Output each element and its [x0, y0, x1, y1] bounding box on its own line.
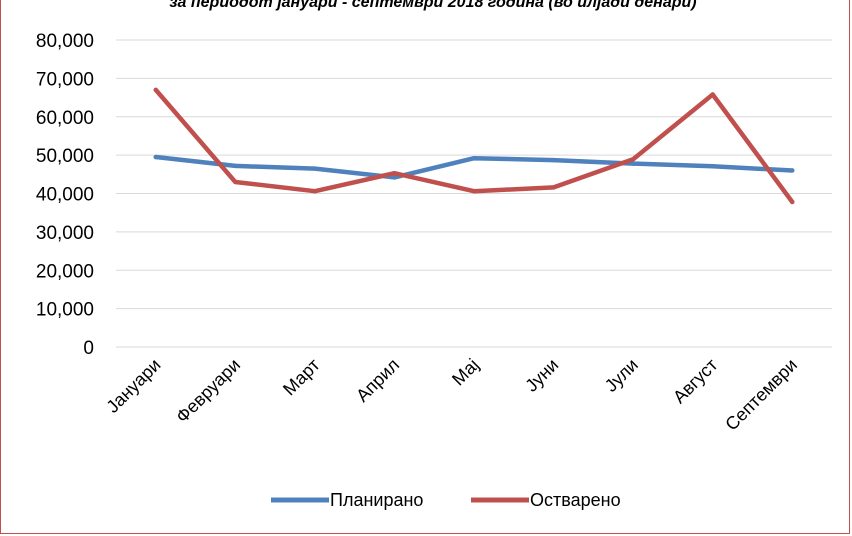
data-point: [471, 188, 477, 194]
data-point: [790, 199, 795, 205]
series-lines: [153, 87, 795, 205]
data-point: [153, 154, 158, 160]
y-tick-label: 50,000: [36, 146, 94, 167]
data-point: [233, 179, 238, 185]
y-tick-label: 40,000: [36, 185, 94, 206]
data-point: [630, 161, 636, 166]
legend-label: Остварено: [530, 490, 621, 510]
y-tick-label: 30,000: [36, 223, 94, 244]
data-point: [312, 188, 318, 194]
y-tick-label: 10,000: [36, 300, 94, 321]
data-point: [392, 175, 397, 180]
chart-title: за периодот јануари - септември 2018 год…: [169, 0, 696, 11]
data-point: [392, 170, 397, 176]
legend-label: Планирано: [330, 490, 423, 510]
x-category-label: Јули: [601, 355, 642, 396]
y-tick-label: 60,000: [36, 108, 94, 129]
series-line: [153, 87, 795, 205]
x-category-label: Март: [279, 355, 324, 400]
gridlines: [116, 39, 832, 348]
x-category-label: Мај: [448, 355, 483, 390]
data-point: [790, 168, 795, 173]
x-category-label: Септември: [721, 355, 801, 435]
legend: Планирано Остварено: [271, 490, 621, 510]
y-tick-label: 70,000: [36, 69, 94, 90]
y-axis-tick-labels: 0 10,000 20,000 30,000 40,000 50,000 60,000 70,…: [36, 31, 94, 359]
y-tick-label: 20,000: [36, 261, 94, 282]
data-point: [312, 166, 318, 171]
x-category-label: Август: [669, 355, 721, 407]
x-category-label: Јуни: [521, 355, 562, 396]
y-tick-label: 0: [83, 338, 94, 359]
x-category-label: Април: [352, 355, 403, 406]
data-point: [233, 163, 238, 169]
data-point: [710, 164, 715, 169]
data-point: [471, 155, 477, 161]
data-point: [153, 87, 158, 93]
x-category-label: Јануари: [103, 355, 165, 417]
y-tick-label: 80,000: [36, 31, 94, 52]
data-point: [710, 92, 715, 97]
data-point: [630, 157, 636, 162]
data-point: [551, 185, 556, 190]
x-axis-category-labels: Јануари Февруари Март Април Мај Јуни Јули Авгус…: [103, 355, 802, 435]
x-category-label: Февруари: [172, 355, 244, 427]
data-point: [551, 157, 556, 163]
